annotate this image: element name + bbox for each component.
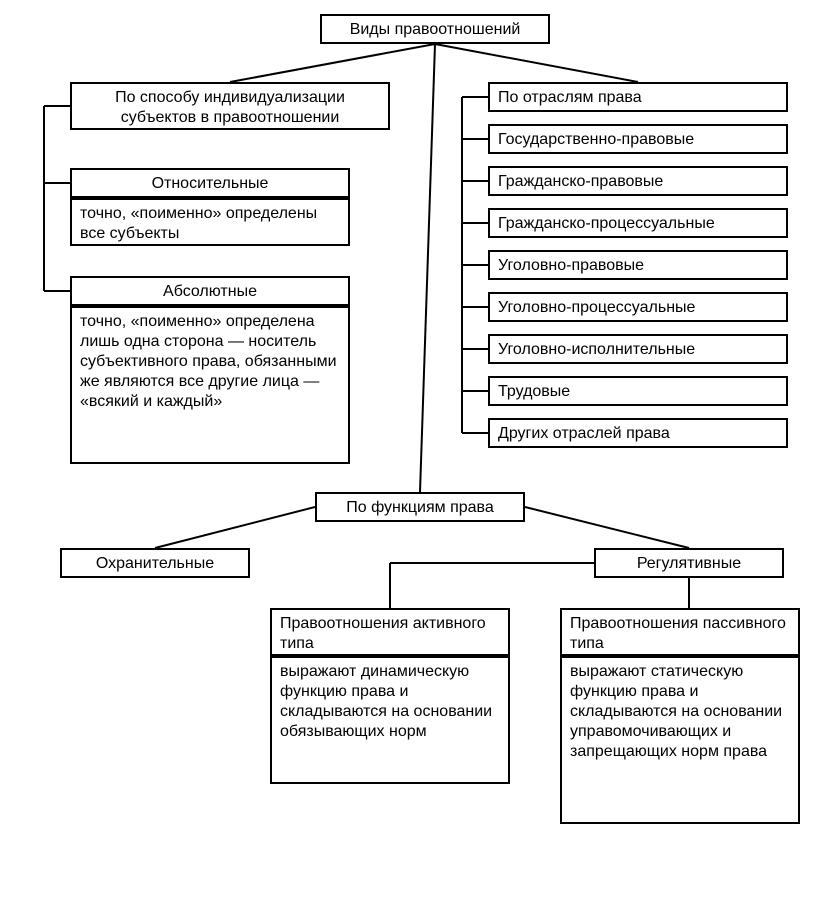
root-box: Виды правоотношений (320, 14, 550, 44)
left-header-box: По способу индивидуализации субъектов в … (70, 82, 390, 130)
branch-item: Гражданско-правовые (488, 166, 788, 196)
right-header-box: По отраслям права (488, 82, 788, 112)
branch-item: Уголовно-исполнительные (488, 334, 788, 364)
branch-item: Государственно-правовые (488, 124, 788, 154)
passive-type-title-box: Правоотношения пассивного типа (560, 608, 800, 656)
relative-title-box: Относительные (70, 168, 350, 198)
protective-box: Охранительные (60, 548, 250, 578)
relative-desc-box: точно, «поименно» определены все субъект… (70, 198, 350, 246)
branch-item: Гражданско-процессуальные (488, 208, 788, 238)
branch-item: Уголовно-правовые (488, 250, 788, 280)
active-type-title-box: Правоотношения активного типа (270, 608, 510, 656)
absolute-title-box: Абсолютные (70, 276, 350, 306)
active-type-desc-box: выражают динамическую функцию права и ск… (270, 656, 510, 784)
passive-type-desc-box: выражают статическую функцию права и скл… (560, 656, 800, 824)
branch-item: Трудовые (488, 376, 788, 406)
regulative-box: Регулятивные (594, 548, 784, 578)
bottom-header-box: По функциям права (315, 492, 525, 522)
branch-item: Других отраслей права (488, 418, 788, 448)
absolute-desc-box: точно, «поименно» определена лишь одна с… (70, 306, 350, 464)
branch-item: Уголовно-процессуальные (488, 292, 788, 322)
